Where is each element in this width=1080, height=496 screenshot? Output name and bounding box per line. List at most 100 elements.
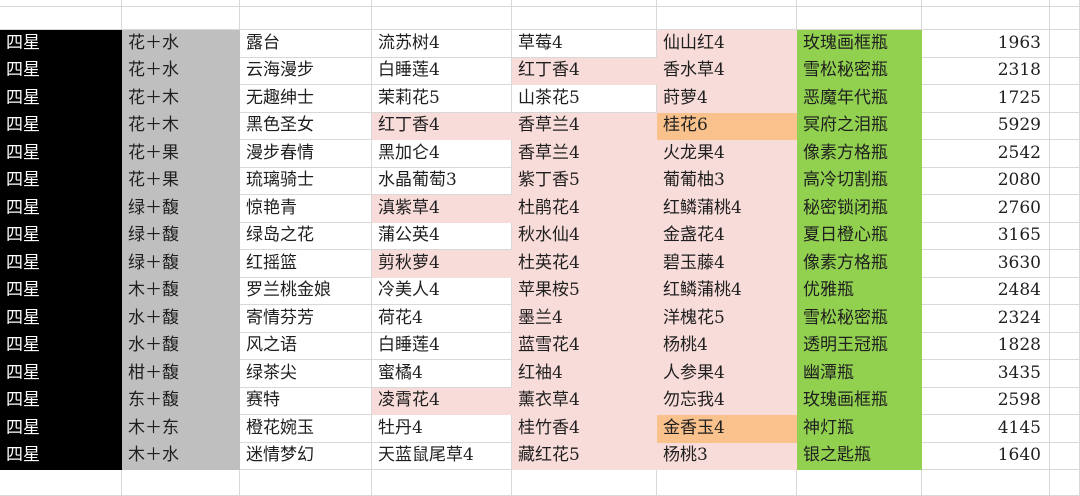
- value-cell[interactable]: 2598: [922, 387, 1050, 415]
- value-cell[interactable]: 2318: [922, 57, 1050, 85]
- empty-cell[interactable]: [372, 0, 512, 7]
- recipe-name-cell[interactable]: 迷情梦幻: [240, 442, 372, 470]
- star-cell[interactable]: 四星: [0, 360, 122, 388]
- recipe-name-cell[interactable]: 风之语: [240, 332, 372, 360]
- star-cell[interactable]: 四星: [0, 387, 122, 415]
- empty-cell[interactable]: [1050, 360, 1080, 388]
- empty-cell[interactable]: [372, 470, 512, 496]
- combo-cell[interactable]: 花＋木: [122, 85, 240, 113]
- material3-cell[interactable]: 红鳞蒲桃4: [657, 195, 797, 223]
- bottle-cell[interactable]: 夏日橙心瓶: [797, 222, 922, 250]
- empty-cell[interactable]: [1050, 387, 1080, 415]
- material3-cell[interactable]: 杨桃4: [657, 332, 797, 360]
- material2-cell[interactable]: 苹果桉5: [512, 277, 657, 305]
- material1-cell[interactable]: 天蓝鼠尾草4: [372, 442, 512, 470]
- material1-cell[interactable]: 白睡莲4: [372, 57, 512, 85]
- recipe-name-cell[interactable]: 黑色圣女: [240, 112, 372, 140]
- star-cell[interactable]: 四星: [0, 140, 122, 168]
- bottle-cell[interactable]: 像素方格瓶: [797, 140, 922, 168]
- value-cell[interactable]: 2484: [922, 277, 1050, 305]
- material3-cell[interactable]: 火龙果4: [657, 140, 797, 168]
- value-cell[interactable]: 2324: [922, 305, 1050, 333]
- combo-cell[interactable]: 水＋馥: [122, 332, 240, 360]
- combo-cell[interactable]: 木＋东: [122, 415, 240, 443]
- empty-cell[interactable]: [122, 470, 240, 496]
- recipe-name-cell[interactable]: 寄情芬芳: [240, 305, 372, 333]
- material2-cell[interactable]: 秋水仙4: [512, 222, 657, 250]
- empty-cell[interactable]: [240, 7, 372, 30]
- value-cell[interactable]: 5929: [922, 112, 1050, 140]
- material1-cell[interactable]: 冷美人4: [372, 277, 512, 305]
- material1-cell[interactable]: 荷花4: [372, 305, 512, 333]
- material3-cell[interactable]: 洋槐花5: [657, 305, 797, 333]
- material1-cell[interactable]: 牡丹4: [372, 415, 512, 443]
- recipe-name-cell[interactable]: 罗兰桃金娘: [240, 277, 372, 305]
- bottle-cell[interactable]: 神灯瓶: [797, 415, 922, 443]
- material3-cell[interactable]: 杨桃3: [657, 442, 797, 470]
- empty-cell[interactable]: [1050, 140, 1080, 168]
- star-cell[interactable]: 四星: [0, 30, 122, 58]
- combo-cell[interactable]: 木＋水: [122, 442, 240, 470]
- empty-cell[interactable]: [1050, 442, 1080, 470]
- empty-cell[interactable]: [512, 7, 657, 30]
- value-cell[interactable]: 3165: [922, 222, 1050, 250]
- material3-cell[interactable]: 香水草4: [657, 57, 797, 85]
- empty-cell[interactable]: [922, 0, 1050, 7]
- empty-cell[interactable]: [372, 7, 512, 30]
- material2-cell[interactable]: 香草兰4: [512, 112, 657, 140]
- bottle-cell[interactable]: 雪松秘密瓶: [797, 305, 922, 333]
- star-cell[interactable]: 四星: [0, 222, 122, 250]
- bottle-cell[interactable]: 高冷切割瓶: [797, 167, 922, 195]
- empty-cell[interactable]: [122, 0, 240, 7]
- value-cell[interactable]: 1640: [922, 442, 1050, 470]
- value-cell[interactable]: 4145: [922, 415, 1050, 443]
- empty-cell[interactable]: [512, 470, 657, 496]
- value-cell[interactable]: 2080: [922, 167, 1050, 195]
- bottle-cell[interactable]: 秘密锁闭瓶: [797, 195, 922, 223]
- material2-cell[interactable]: 桂竹香4: [512, 415, 657, 443]
- recipe-name-cell[interactable]: 琉璃骑士: [240, 167, 372, 195]
- star-cell[interactable]: 四星: [0, 250, 122, 278]
- value-cell[interactable]: 3630: [922, 250, 1050, 278]
- empty-cell[interactable]: [1050, 250, 1080, 278]
- star-cell[interactable]: 四星: [0, 167, 122, 195]
- material3-cell[interactable]: 人参果4: [657, 360, 797, 388]
- material2-cell[interactable]: 藏红花5: [512, 442, 657, 470]
- star-cell[interactable]: 四星: [0, 57, 122, 85]
- empty-cell[interactable]: [1050, 470, 1080, 496]
- material3-cell[interactable]: 红鳞蒲桃4: [657, 277, 797, 305]
- material3-cell[interactable]: 碧玉藤4: [657, 250, 797, 278]
- empty-cell[interactable]: [657, 7, 797, 30]
- bottle-cell[interactable]: 玫瑰画框瓶: [797, 387, 922, 415]
- bottle-cell[interactable]: 幽潭瓶: [797, 360, 922, 388]
- material1-cell[interactable]: 茉莉花5: [372, 85, 512, 113]
- recipe-name-cell[interactable]: 无趣绅士: [240, 85, 372, 113]
- recipe-name-cell[interactable]: 红摇篮: [240, 250, 372, 278]
- combo-cell[interactable]: 花＋水: [122, 57, 240, 85]
- empty-cell[interactable]: [922, 470, 1050, 496]
- bottle-cell[interactable]: 透明王冠瓶: [797, 332, 922, 360]
- combo-cell[interactable]: 绿＋馥: [122, 222, 240, 250]
- empty-cell[interactable]: [0, 7, 122, 30]
- star-cell[interactable]: 四星: [0, 332, 122, 360]
- empty-cell[interactable]: [1050, 112, 1080, 140]
- empty-cell[interactable]: [797, 0, 922, 7]
- empty-cell[interactable]: [1050, 7, 1080, 30]
- star-cell[interactable]: 四星: [0, 112, 122, 140]
- material1-cell[interactable]: 白睡莲4: [372, 332, 512, 360]
- material3-cell[interactable]: 金盏花4: [657, 222, 797, 250]
- bottle-cell[interactable]: 恶魔年代瓶: [797, 85, 922, 113]
- recipe-name-cell[interactable]: 赛特: [240, 387, 372, 415]
- star-cell[interactable]: 四星: [0, 85, 122, 113]
- empty-cell[interactable]: [1050, 57, 1080, 85]
- combo-cell[interactable]: 花＋果: [122, 140, 240, 168]
- value-cell[interactable]: 3435: [922, 360, 1050, 388]
- material3-cell[interactable]: 仙山红4: [657, 30, 797, 58]
- empty-cell[interactable]: [1050, 305, 1080, 333]
- value-cell[interactable]: 1828: [922, 332, 1050, 360]
- recipe-name-cell[interactable]: 绿茶尖: [240, 360, 372, 388]
- material1-cell[interactable]: 流苏树4: [372, 30, 512, 58]
- material1-cell[interactable]: 黑加仑4: [372, 140, 512, 168]
- material1-cell[interactable]: 水晶葡萄3: [372, 167, 512, 195]
- empty-cell[interactable]: [1050, 415, 1080, 443]
